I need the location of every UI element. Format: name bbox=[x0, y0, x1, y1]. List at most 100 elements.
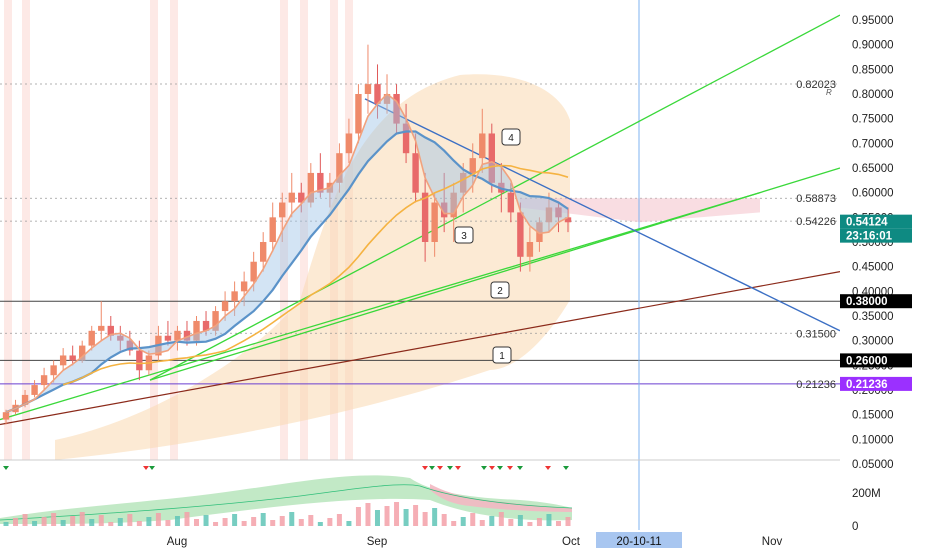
x-tick-label: Sep bbox=[367, 536, 387, 548]
callout-label: 1 bbox=[499, 351, 505, 362]
volume-bar bbox=[184, 512, 190, 526]
candle-body bbox=[2, 412, 10, 420]
volume-bar bbox=[336, 514, 342, 526]
level-value-label: 0.21236 bbox=[796, 379, 836, 391]
candle-body bbox=[345, 133, 353, 154]
candle-body bbox=[126, 340, 134, 351]
candle-body bbox=[193, 320, 200, 341]
level-value-label: 0.31500 bbox=[796, 328, 836, 340]
candle-body bbox=[40, 375, 48, 386]
candle-body bbox=[393, 94, 400, 124]
candle-body bbox=[517, 212, 524, 257]
callout-label: 4 bbox=[508, 133, 514, 144]
signal-band bbox=[4, 0, 12, 460]
volume-bar bbox=[232, 514, 238, 526]
candle-body bbox=[317, 172, 324, 193]
y-tick-label: 0.05000 bbox=[852, 459, 894, 471]
volume-bar bbox=[155, 513, 161, 526]
candle-body bbox=[545, 207, 553, 223]
signal-marker bbox=[545, 466, 551, 470]
volume-bar bbox=[98, 515, 104, 526]
volume-bar bbox=[555, 521, 561, 526]
candle-body bbox=[298, 192, 305, 203]
candle-body bbox=[59, 355, 67, 366]
signal-marker bbox=[447, 466, 453, 470]
candle-body bbox=[507, 192, 515, 213]
signal-marker bbox=[422, 466, 428, 470]
volume-bar bbox=[479, 520, 485, 526]
candle-body bbox=[412, 153, 419, 193]
y-tick-label: 0.10000 bbox=[852, 434, 894, 446]
callout-3: 3 bbox=[454, 226, 474, 244]
volume-bar bbox=[213, 522, 219, 526]
y-tick-label: 0.70000 bbox=[852, 138, 894, 150]
volume-bar bbox=[289, 512, 295, 526]
volume-bar bbox=[60, 520, 66, 526]
volume-bar bbox=[136, 521, 142, 526]
level-value-label: 0.82023 bbox=[796, 79, 836, 91]
candle-body bbox=[69, 355, 76, 361]
signal-band bbox=[300, 0, 308, 460]
volume-bar bbox=[365, 503, 371, 526]
price-cloud bbox=[55, 74, 570, 460]
volume-bar bbox=[422, 512, 428, 526]
candle-body bbox=[88, 330, 95, 346]
volume-bar bbox=[251, 517, 257, 526]
volume-bar bbox=[327, 518, 333, 526]
volume-bar bbox=[441, 514, 447, 526]
callout-1: 1 bbox=[492, 346, 512, 364]
candle-body bbox=[526, 242, 534, 257]
volume-bar bbox=[51, 513, 57, 526]
oscillator-green bbox=[0, 475, 572, 525]
price-box-0.38000: 0.38000 bbox=[840, 294, 912, 309]
signal-band bbox=[22, 0, 30, 460]
volume-bar bbox=[127, 514, 133, 526]
candle-body bbox=[364, 84, 372, 94]
volume-bar bbox=[432, 508, 438, 526]
volume-bar bbox=[79, 512, 85, 526]
volume-tick-label: 0 bbox=[852, 521, 858, 533]
candle-body bbox=[269, 217, 276, 242]
candle-body bbox=[98, 325, 105, 331]
candle-body bbox=[488, 133, 495, 183]
candle-body bbox=[174, 330, 181, 341]
y-tick-label: 0.75000 bbox=[852, 114, 894, 126]
signal-marker bbox=[497, 466, 503, 470]
x-tick-label: Nov bbox=[762, 536, 783, 548]
blue-downtrend-line bbox=[364, 98, 841, 332]
volume-bar bbox=[146, 517, 152, 526]
volume-bar bbox=[489, 516, 495, 526]
volume-bar bbox=[194, 519, 200, 526]
candle-body bbox=[231, 291, 238, 302]
candle-body bbox=[469, 158, 476, 173]
ema-fast-line bbox=[5, 92, 569, 413]
volume-bar bbox=[394, 502, 400, 526]
volume-bar bbox=[413, 505, 419, 526]
volume-bar bbox=[508, 519, 514, 526]
level-r-label: R bbox=[826, 88, 832, 97]
volume-bar bbox=[546, 514, 552, 526]
volume-bar bbox=[174, 516, 180, 526]
signal-marker bbox=[429, 466, 435, 470]
price-box-label: 0.26000 bbox=[846, 355, 888, 367]
y-tick-label: 0.45000 bbox=[852, 262, 894, 274]
signal-band bbox=[280, 0, 288, 460]
volume-bar bbox=[308, 515, 314, 526]
candle-body bbox=[440, 202, 448, 218]
volume-bar bbox=[498, 512, 504, 526]
candle-body bbox=[355, 94, 362, 134]
ema-slow-line bbox=[5, 130, 569, 414]
ema-ribbon bbox=[6, 94, 568, 413]
volume-bar bbox=[527, 522, 533, 526]
oscillator-line bbox=[0, 484, 573, 521]
signal-marker bbox=[3, 466, 9, 470]
signal-marker bbox=[437, 466, 443, 470]
candle-body bbox=[279, 202, 286, 218]
candle-body bbox=[460, 172, 467, 193]
signal-band bbox=[170, 0, 178, 460]
signal-marker bbox=[481, 466, 487, 470]
candle-body bbox=[307, 172, 315, 203]
signal-band bbox=[150, 0, 158, 460]
volume-bar bbox=[565, 517, 571, 526]
